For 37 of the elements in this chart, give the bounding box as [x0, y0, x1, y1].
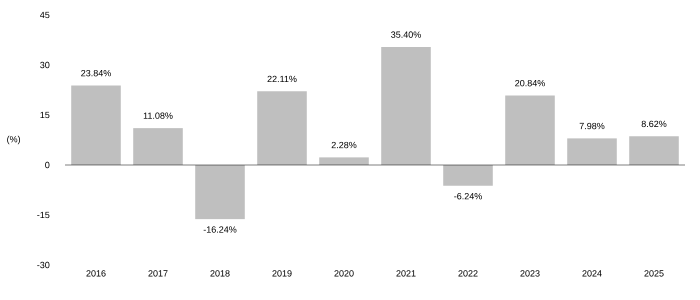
bar [257, 91, 307, 165]
data-label: 7.98% [580, 122, 604, 130]
data-label: 8.62% [642, 120, 666, 128]
y-tick-label: 15 [40, 112, 50, 118]
x-tick-label: 2016 [86, 270, 106, 277]
bar [505, 96, 555, 165]
bar [629, 136, 679, 165]
bar [133, 128, 183, 165]
data-label: 20.84% [515, 80, 545, 86]
y-tick-label: 45 [40, 12, 50, 18]
x-tick-label: 2019 [272, 270, 292, 277]
y-tick-label: -30 [37, 262, 50, 268]
data-label: 22.11% [268, 76, 297, 82]
data-label: 11.08% [144, 112, 173, 119]
y-tick-label: 30 [40, 62, 50, 68]
data-label: 35.40% [391, 31, 421, 38]
bar [443, 165, 493, 186]
bar [319, 157, 369, 165]
x-tick-label: 2023 [520, 270, 540, 277]
data-label: -6.24% [454, 192, 482, 200]
bar [567, 138, 617, 165]
x-tick-label: 2025 [644, 270, 664, 277]
x-tick-label: 2024 [582, 270, 602, 277]
data-label: -16.24% [204, 226, 236, 233]
x-tick-label: 2020 [334, 270, 354, 277]
x-tick-label: 2017 [148, 270, 168, 277]
bar [381, 47, 431, 165]
bar [195, 165, 245, 220]
bar [71, 86, 121, 165]
y-tick-label: 0 [45, 162, 50, 168]
data-label: 2.28% [332, 142, 356, 148]
data-label: 23.84% [81, 70, 111, 76]
y-tick-label: -15 [37, 212, 50, 218]
x-tick-label: 2022 [458, 270, 478, 277]
y-axis-title: (%) [7, 136, 20, 144]
x-tick-label: 2018 [210, 270, 230, 277]
x-tick-label: 2021 [396, 270, 416, 277]
